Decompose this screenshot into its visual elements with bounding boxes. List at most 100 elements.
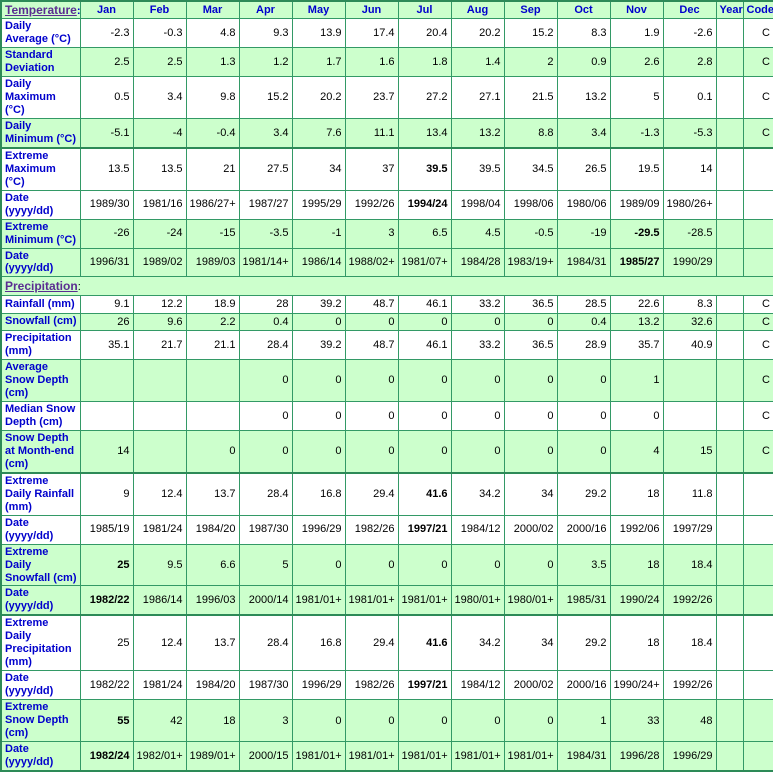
cell-snow-depth-month-end-year bbox=[715, 429, 744, 474]
cell-extreme-daily-snowfall-dec: 18.4 bbox=[662, 543, 717, 587]
cell-date-extreme-daily-rainfall-jul: 1997/21 bbox=[397, 514, 452, 545]
cell-average-snow-depth-code: C bbox=[742, 358, 773, 402]
table-row-date-extreme-maximum: Date (yyyy/dd) 1989/30 1981/16 1986/27+ 1987… bbox=[0, 189, 773, 220]
cell-rainfall-oct: 28.5 bbox=[556, 295, 611, 314]
cell-extreme-maximum-feb: 13.5 bbox=[132, 147, 187, 191]
table-row-rainfall: Rainfall (mm) 9.1 12.2 18.9 28 39.2 48.7 46.1 33… bbox=[0, 295, 773, 314]
cell-extreme-maximum-jul: 39.5 bbox=[397, 147, 452, 191]
cell-date-extreme-daily-precipitation-sep: 2000/02 bbox=[503, 670, 558, 701]
cell-precipitation-sep: 36.5 bbox=[503, 330, 558, 360]
cell-extreme-daily-rainfall-mar: 13.7 bbox=[185, 472, 240, 516]
cell-standard-deviation-feb: 2.5 bbox=[132, 46, 187, 77]
cell-standard-deviation-nov: 2.6 bbox=[609, 46, 664, 77]
cell-extreme-maximum-mar: 21 bbox=[185, 147, 240, 191]
cell-average-snow-depth-mar bbox=[185, 358, 240, 402]
cell-date-extreme-maximum-jul: 1994/24 bbox=[397, 189, 452, 220]
row-label-extreme-daily-snowfall: Extreme Daily Snowfall (cm) bbox=[0, 543, 81, 587]
cell-date-extreme-daily-rainfall-oct: 2000/16 bbox=[556, 514, 611, 545]
cell-extreme-daily-snowfall-oct: 3.5 bbox=[556, 543, 611, 587]
cell-extreme-daily-precipitation-sep: 34 bbox=[503, 614, 558, 672]
column-header-oct: Oct bbox=[556, 0, 611, 19]
cell-extreme-maximum-apr: 27.5 bbox=[238, 147, 293, 191]
cell-extreme-maximum-jun: 37 bbox=[344, 147, 399, 191]
cell-date-extreme-maximum-feb: 1981/16 bbox=[132, 189, 187, 220]
cell-extreme-daily-precipitation-year bbox=[715, 614, 744, 672]
cell-daily-minimum-code: C bbox=[742, 117, 773, 149]
cell-date-extreme-daily-precipitation-apr: 1987/30 bbox=[238, 670, 293, 701]
cell-extreme-maximum-dec: 14 bbox=[662, 147, 717, 191]
cell-snowfall-jun: 0 bbox=[344, 312, 399, 332]
cell-extreme-minimum-aug: 4.5 bbox=[450, 218, 505, 249]
column-header-mar: Mar bbox=[185, 0, 240, 19]
cell-date-extreme-daily-rainfall-dec: 1997/29 bbox=[662, 514, 717, 545]
table-row-date-extreme-snow-depth: Date (yyyy/dd) 1982/24 1982/01+ 1989/01+ 200… bbox=[0, 741, 773, 772]
cell-date-extreme-daily-rainfall-feb: 1981/24 bbox=[132, 514, 187, 545]
cell-daily-average-mar: 4.8 bbox=[185, 18, 240, 48]
cell-daily-average-code: C bbox=[742, 18, 773, 48]
column-header-may: May bbox=[291, 0, 346, 19]
cell-snow-depth-month-end-mar: 0 bbox=[185, 429, 240, 474]
cell-extreme-daily-snowfall-apr: 5 bbox=[238, 543, 293, 587]
row-label-precipitation: Precipitation (mm) bbox=[0, 330, 81, 360]
cell-standard-deviation-year bbox=[715, 46, 744, 77]
row-label-date-extreme-daily-precipitation: Date (yyyy/dd) bbox=[0, 670, 81, 701]
cell-date-extreme-daily-precipitation-aug: 1984/12 bbox=[450, 670, 505, 701]
cell-date-extreme-daily-precipitation-feb: 1981/24 bbox=[132, 670, 187, 701]
cell-extreme-maximum-sep: 34.5 bbox=[503, 147, 558, 191]
cell-extreme-daily-precipitation-may: 16.8 bbox=[291, 614, 346, 672]
cell-date-extreme-minimum-mar: 1989/03 bbox=[185, 247, 240, 278]
cell-daily-minimum-nov: -1.3 bbox=[609, 117, 664, 149]
cell-rainfall-jul: 46.1 bbox=[397, 295, 452, 314]
cell-extreme-daily-rainfall-code bbox=[742, 472, 773, 516]
cell-daily-maximum-dec: 0.1 bbox=[662, 75, 717, 119]
table-row-extreme-snow-depth: Extreme Snow Depth (cm) 55 42 18 3 0 0 0 0 0 1 33 48 bbox=[0, 699, 773, 743]
cell-extreme-daily-rainfall-dec: 11.8 bbox=[662, 472, 717, 516]
cell-date-extreme-maximum-jun: 1992/26 bbox=[344, 189, 399, 220]
column-header-year: Year bbox=[715, 0, 744, 19]
cell-date-extreme-snow-depth-mar: 1989/01+ bbox=[185, 741, 240, 772]
cell-date-extreme-daily-precipitation-dec: 1992/26 bbox=[662, 670, 717, 701]
cell-extreme-daily-rainfall-apr: 28.4 bbox=[238, 472, 293, 516]
cell-snowfall-feb: 9.6 bbox=[132, 312, 187, 332]
cell-standard-deviation-dec: 2.8 bbox=[662, 46, 717, 77]
cell-snow-depth-month-end-code: C bbox=[742, 429, 773, 474]
cell-extreme-daily-rainfall-oct: 29.2 bbox=[556, 472, 611, 516]
cell-extreme-daily-snowfall-aug: 0 bbox=[450, 543, 505, 587]
temperature-section-link[interactable]: Temperature bbox=[5, 3, 77, 17]
cell-average-snow-depth-jul: 0 bbox=[397, 358, 452, 402]
row-label-median-snow-depth: Median Snow Depth (cm) bbox=[0, 400, 81, 431]
cell-date-extreme-daily-precipitation-code bbox=[742, 670, 773, 701]
cell-daily-average-dec: -2.6 bbox=[662, 18, 717, 48]
cell-extreme-daily-precipitation-oct: 29.2 bbox=[556, 614, 611, 672]
cell-rainfall-jun: 48.7 bbox=[344, 295, 399, 314]
cell-extreme-snow-depth-oct: 1 bbox=[556, 699, 611, 743]
cell-average-snow-depth-may: 0 bbox=[291, 358, 346, 402]
cell-date-extreme-daily-rainfall-mar: 1984/20 bbox=[185, 514, 240, 545]
cell-date-extreme-maximum-mar: 1986/27+ bbox=[185, 189, 240, 220]
cell-snow-depth-month-end-nov: 4 bbox=[609, 429, 664, 474]
table-row-date-extreme-daily-precipitation: Date (yyyy/dd) 1982/22 1981/24 1984/20 1987/… bbox=[0, 670, 773, 701]
cell-extreme-maximum-aug: 39.5 bbox=[450, 147, 505, 191]
cell-extreme-daily-snowfall-jun: 0 bbox=[344, 543, 399, 587]
cell-date-extreme-minimum-code bbox=[742, 247, 773, 278]
cell-extreme-daily-precipitation-code bbox=[742, 614, 773, 672]
cell-snowfall-nov: 13.2 bbox=[609, 312, 664, 332]
cell-standard-deviation-apr: 1.2 bbox=[238, 46, 293, 77]
cell-extreme-minimum-sep: -0.5 bbox=[503, 218, 558, 249]
cell-daily-average-may: 13.9 bbox=[291, 18, 346, 48]
cell-precipitation-code: C bbox=[742, 330, 773, 360]
cell-daily-average-jan: -2.3 bbox=[79, 18, 134, 48]
cell-median-snow-depth-jan bbox=[79, 400, 134, 431]
cell-standard-deviation-code: C bbox=[742, 46, 773, 77]
row-label-date-extreme-daily-snowfall: Date (yyyy/dd) bbox=[0, 585, 81, 617]
cell-date-extreme-snow-depth-dec: 1996/29 bbox=[662, 741, 717, 772]
cell-extreme-daily-snowfall-jul: 0 bbox=[397, 543, 452, 587]
cell-precipitation-dec: 40.9 bbox=[662, 330, 717, 360]
cell-date-extreme-minimum-dec: 1990/29 bbox=[662, 247, 717, 278]
cell-date-extreme-daily-rainfall-nov: 1992/06 bbox=[609, 514, 664, 545]
cell-date-extreme-minimum-aug: 1984/28 bbox=[450, 247, 505, 278]
precipitation-section-link[interactable]: Precipitation bbox=[5, 279, 78, 294]
cell-date-extreme-daily-snowfall-aug: 1980/01+ bbox=[450, 585, 505, 617]
cell-date-extreme-daily-snowfall-jun: 1981/01+ bbox=[344, 585, 399, 617]
cell-extreme-daily-rainfall-may: 16.8 bbox=[291, 472, 346, 516]
